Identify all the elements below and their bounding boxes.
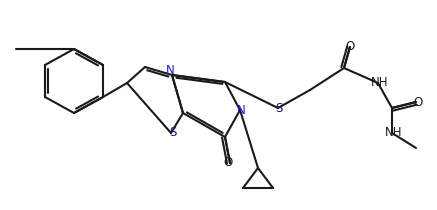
Text: NH: NH	[385, 126, 403, 139]
Text: N: N	[236, 104, 245, 117]
Text: S: S	[275, 101, 283, 114]
Text: O: O	[413, 96, 423, 109]
Text: O: O	[345, 39, 354, 52]
Text: S: S	[169, 126, 177, 139]
Text: N: N	[166, 64, 174, 77]
Text: O: O	[223, 156, 232, 169]
Text: NH: NH	[371, 76, 389, 89]
